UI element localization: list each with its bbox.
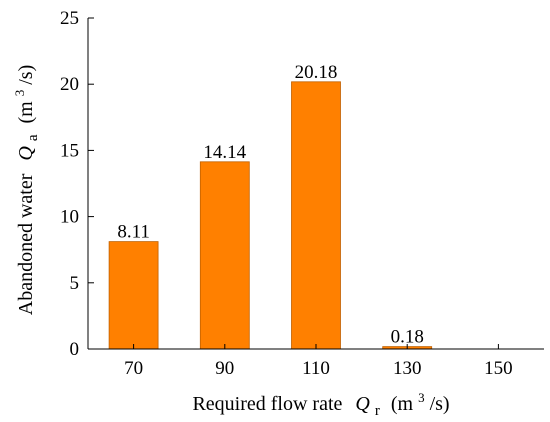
x-tick-label-130: 130 (393, 358, 422, 379)
bar-110 (291, 81, 341, 350)
y-tick-label-20: 20 (60, 74, 79, 95)
y-axis-label-unit-close: /s) (15, 65, 37, 85)
y-axis-label-unit-open: (m (15, 101, 37, 124)
x-axis-label-unit-close: /s) (430, 393, 450, 415)
x-tick-label-70: 70 (124, 358, 143, 379)
x-axis-label-symbol: Q (355, 393, 370, 415)
data-label-130: 0.18 (391, 327, 424, 348)
x-axis-label: Required flow rate Q r (m 3 /s) (192, 385, 449, 420)
data-label-110: 20.18 (295, 62, 338, 83)
x-axis-label-unit-open: (m (391, 393, 414, 415)
x-tick-label-150: 150 (484, 358, 513, 379)
y-axis-label-unit-power: 3 (12, 90, 27, 97)
data-label-70: 8.11 (117, 222, 150, 243)
x-axis-label-unit-power: 3 (418, 390, 425, 405)
plot-area: 8.11 14.14 20.18 0.18 0 5 10 15 20 25 70 90 110 130 15… (60, 8, 544, 379)
y-tick-label-10: 10 (60, 207, 79, 228)
x-axis-label-subscript: r (375, 403, 380, 419)
y-axis-label-symbol: Q (15, 146, 37, 161)
bar-70 (108, 241, 159, 350)
y-axis-label-text: Abandoned water (15, 173, 37, 315)
x-axis-label-text: Required flow rate (192, 393, 342, 415)
y-tick-label-0: 0 (70, 339, 80, 360)
y-axis-label: Abandoned water Q a (m 3 /s) (7, 65, 42, 315)
y-axis-label-subscript: a (25, 134, 41, 141)
y-tick-label-15: 15 (60, 140, 79, 161)
x-tick-label-90: 90 (215, 358, 234, 379)
x-tick-label-110: 110 (302, 358, 330, 379)
data-label-90: 14.14 (203, 142, 246, 163)
bar-90 (199, 161, 250, 350)
y-tick-label-25: 25 (60, 8, 79, 29)
y-tick-label-5: 5 (70, 273, 80, 294)
